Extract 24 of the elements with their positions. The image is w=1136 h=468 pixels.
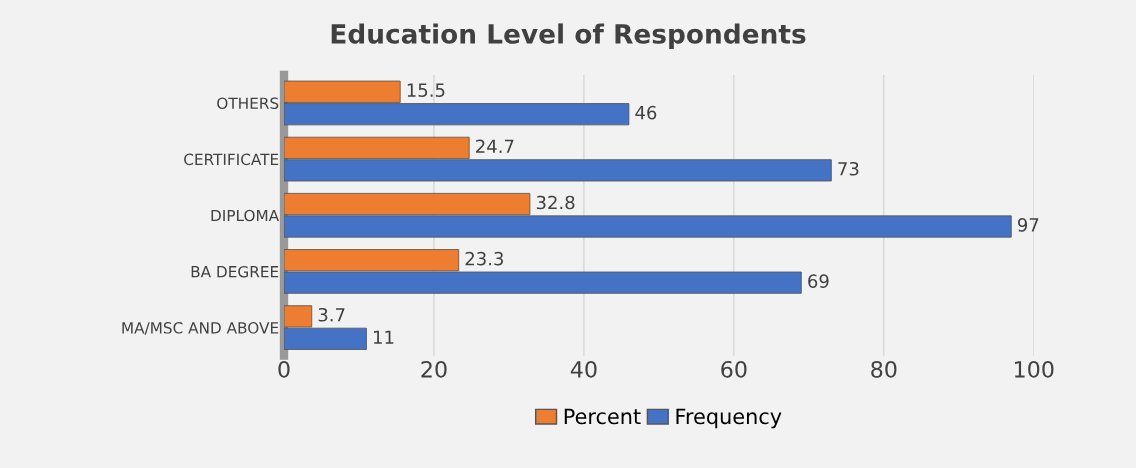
y-tick-label: BA DEGREE	[191, 265, 279, 278]
data-label: 23.3	[465, 251, 503, 266]
data-label: 15.5	[407, 83, 445, 97]
x-tick-label: 80	[871, 360, 897, 378]
data-label: 97	[1017, 218, 1039, 232]
legend-label: Frequency	[676, 408, 782, 429]
chart-title: Education Level of Respondents	[331, 23, 806, 49]
y-tick-label: DIPLOMA	[211, 209, 280, 222]
data-label: 3.7	[318, 307, 345, 322]
y-tick-label: OTHERS	[217, 97, 279, 109]
data-label: 69	[808, 274, 829, 288]
x-tick-label: 0	[278, 360, 290, 378]
x-tick-label: 20	[421, 360, 447, 378]
legend-label: Percent	[564, 408, 641, 425]
x-tick-label: 100	[1014, 360, 1054, 378]
data-label: 11	[374, 330, 394, 344]
y-tick-label: MA/MSC AND ABOVE	[122, 322, 279, 335]
data-label: 24.7	[476, 139, 514, 153]
x-tick-label: 60	[721, 360, 747, 378]
data-label: 73	[838, 161, 859, 176]
x-tick-label: 40	[570, 360, 597, 378]
data-label: 46	[635, 105, 657, 120]
y-tick-label: CERTIFICATE	[184, 153, 279, 166]
data-label: 32.8	[536, 195, 575, 210]
